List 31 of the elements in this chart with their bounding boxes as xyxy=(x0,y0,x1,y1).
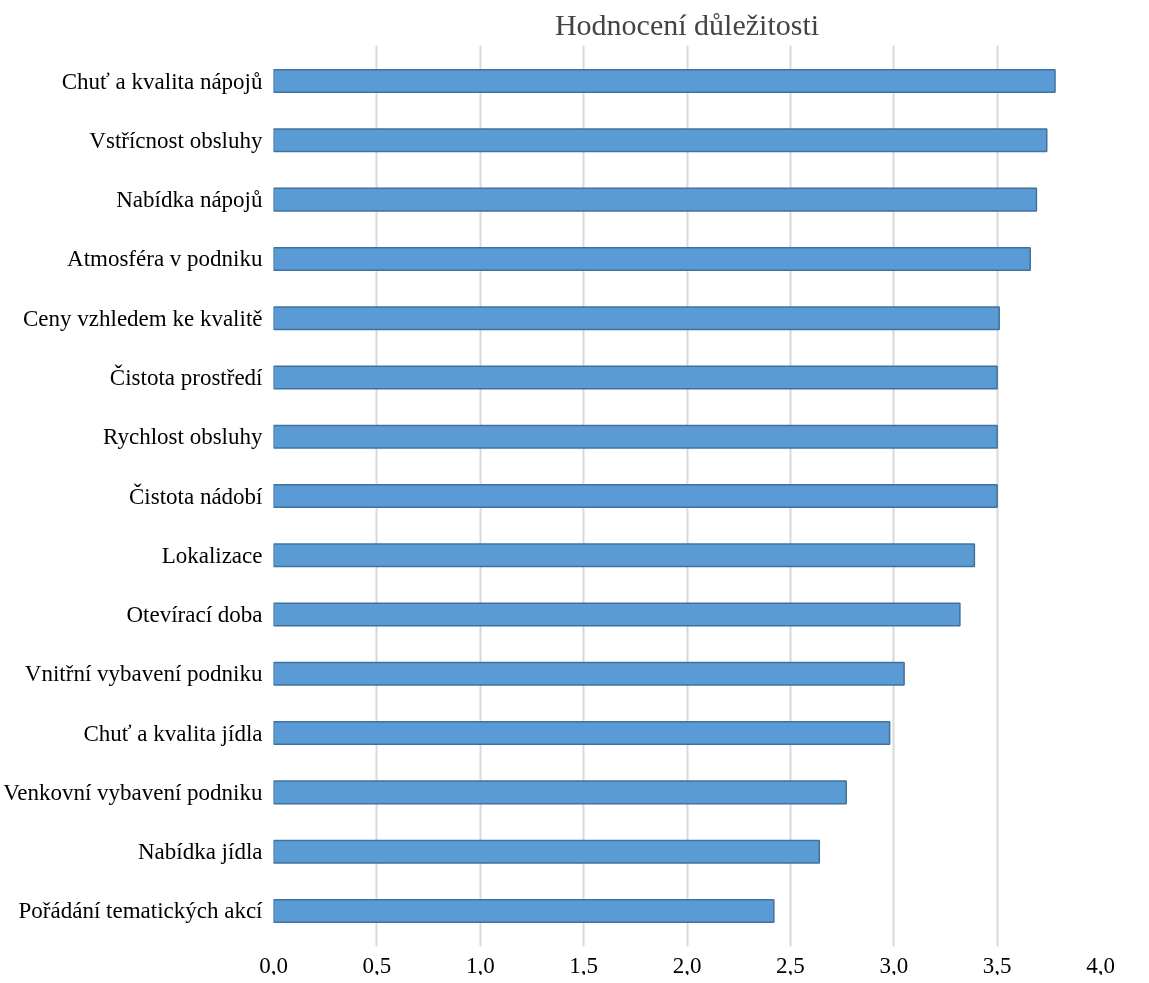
bar xyxy=(273,69,1056,94)
y-tick-label: Venkovní vybavení podniku xyxy=(3,779,263,805)
y-tick-label: Rychlost obsluhy xyxy=(103,424,263,450)
bar xyxy=(273,780,847,805)
y-tick-label: Vnitřní vybavení podniku xyxy=(24,661,263,687)
bar xyxy=(273,721,891,746)
bar xyxy=(273,424,998,449)
y-tick-label: Nabídka jídla xyxy=(137,839,263,865)
y-tick-label: Atmosféra v podniku xyxy=(67,246,263,272)
y-tick-label: Čistota nádobí xyxy=(128,482,264,509)
chart-title: Hodnocení důležitosti xyxy=(554,7,820,41)
y-tick-label: Ceny vzhledem ke kvalitě xyxy=(23,305,263,331)
bar xyxy=(273,661,905,686)
bar xyxy=(273,483,998,509)
bar xyxy=(273,306,1000,331)
bar xyxy=(273,602,961,627)
y-tick-label: Chuť a kvalita jídla xyxy=(83,720,263,746)
bar xyxy=(273,898,775,923)
bar xyxy=(273,543,976,568)
bar xyxy=(273,187,1038,212)
y-tick-label: Pořádání tematických akcí xyxy=(18,898,264,924)
bar xyxy=(273,839,821,864)
bar xyxy=(273,246,1031,271)
bar xyxy=(273,128,1048,153)
y-tick-label: Lokalizace xyxy=(161,542,263,568)
y-tick-label: Otevírací doba xyxy=(126,602,263,628)
y-tick-label: Čistota prostředí xyxy=(109,363,264,390)
y-tick-label: Chuť a kvalita nápojů xyxy=(61,68,263,94)
y-tick-label: Nabídka nápojů xyxy=(116,187,263,213)
y-tick-label: Vstřícnost obsluhy xyxy=(89,127,263,153)
bar xyxy=(273,365,998,390)
